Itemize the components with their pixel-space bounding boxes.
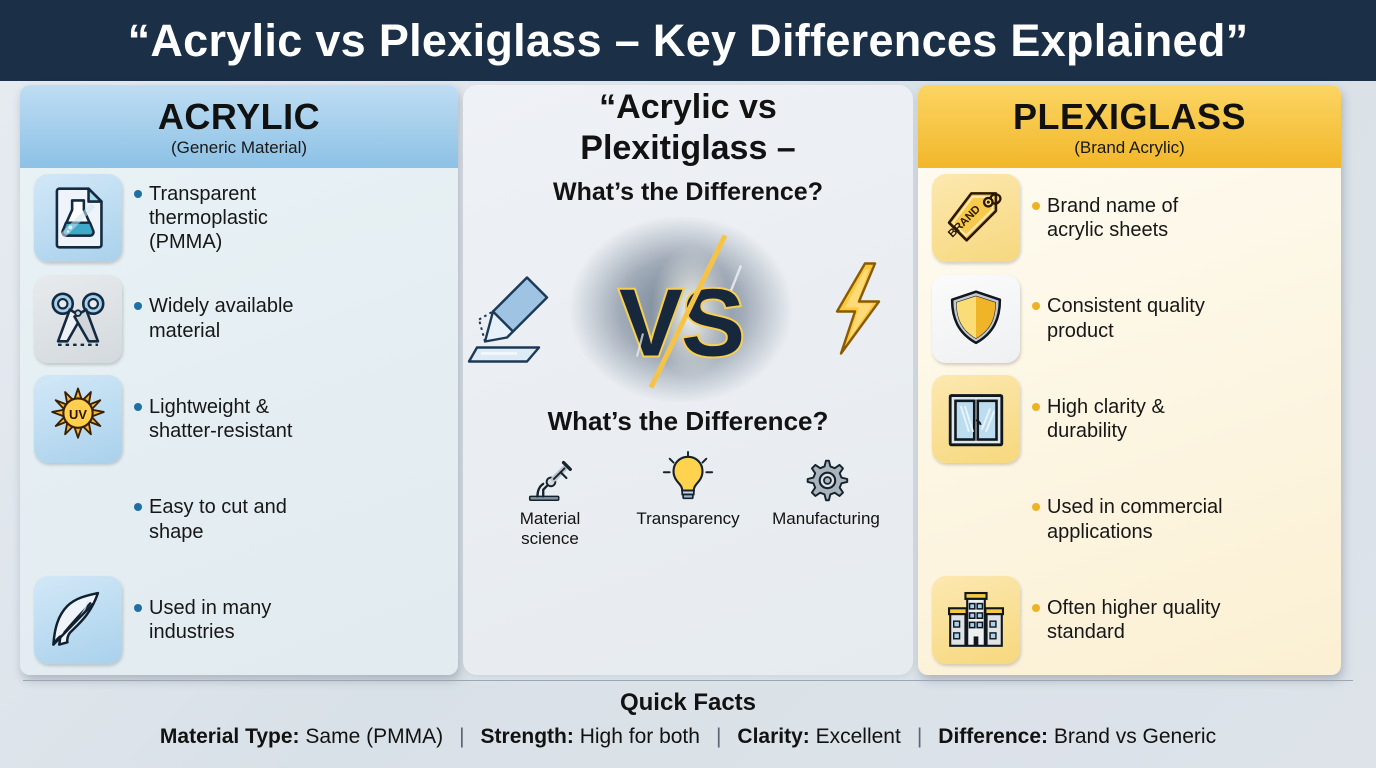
svg-text:UV: UV: [69, 407, 87, 422]
